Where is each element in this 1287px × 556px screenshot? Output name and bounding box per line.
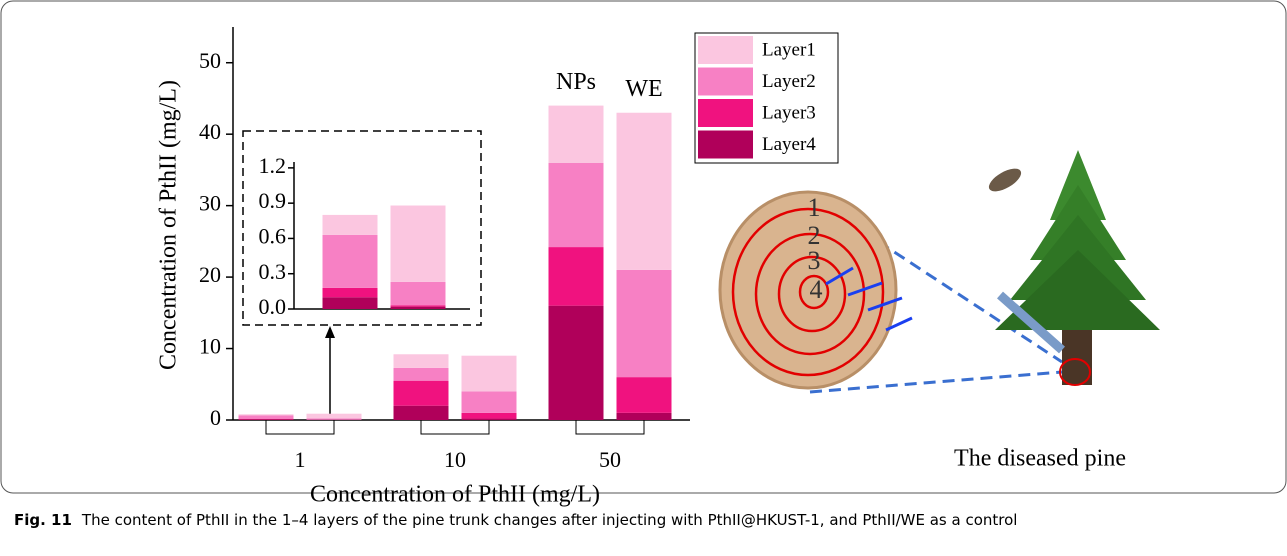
trunk-disc bbox=[718, 190, 898, 390]
inset-bar-segment bbox=[390, 305, 446, 307]
x-axis-label: Concentration of PthII (mg/L) bbox=[310, 482, 600, 508]
inset-bar-segment bbox=[322, 214, 378, 235]
ring bbox=[731, 207, 885, 377]
tree-illustration bbox=[988, 150, 1160, 386]
inset-frame bbox=[242, 130, 482, 326]
ring-label: 4 bbox=[810, 275, 823, 304]
ring-label: 1 bbox=[808, 193, 821, 222]
y-tick-label: 30 bbox=[199, 191, 221, 216]
bar-segment bbox=[393, 380, 449, 406]
figure-caption: Fig. 11 The content of PthII in the 1–4 l… bbox=[14, 511, 1017, 529]
inset-bar-segment bbox=[390, 281, 446, 306]
caption-text: The content of PthII in the 1–4 layers o… bbox=[81, 511, 1018, 529]
bar-segment bbox=[461, 355, 517, 392]
legend-label: Layer3 bbox=[762, 102, 816, 123]
bar-segment bbox=[461, 412, 517, 419]
zoom-line bbox=[809, 370, 1063, 394]
bar-segment bbox=[548, 105, 604, 163]
figure-frame bbox=[0, 0, 1287, 494]
trunk-illustration bbox=[718, 190, 1063, 394]
legend-swatch bbox=[698, 99, 753, 127]
bar-segment bbox=[393, 367, 449, 381]
bar-segment bbox=[306, 418, 362, 420]
legend-label: Layer2 bbox=[762, 71, 816, 92]
legend-swatch bbox=[698, 36, 753, 64]
bar-segment bbox=[616, 412, 672, 420]
inset-y-tick-label: 0.0 bbox=[259, 294, 287, 319]
ring bbox=[798, 274, 830, 310]
y-tick-label: 0 bbox=[210, 405, 221, 430]
bar-segment bbox=[461, 418, 517, 420]
y-tick-label: 20 bbox=[199, 262, 221, 287]
legend-swatch bbox=[698, 67, 753, 96]
syringe bbox=[997, 291, 1065, 354]
y-axis-label: Concentration of PthII (mg/L) bbox=[156, 80, 182, 370]
group-bracket bbox=[265, 420, 335, 435]
arrows bbox=[825, 266, 913, 332]
bar-segment bbox=[393, 354, 449, 368]
group-bracket bbox=[420, 420, 490, 435]
inset-y-tick-label: 0.3 bbox=[259, 259, 287, 284]
beetle bbox=[988, 168, 1022, 192]
inset-bar-segment bbox=[322, 287, 378, 298]
group-bracket bbox=[575, 420, 645, 435]
inset-arrow-head bbox=[325, 326, 335, 338]
inset-bar-segment bbox=[322, 234, 378, 288]
inset-bar-segment bbox=[322, 297, 378, 309]
bar-segment bbox=[616, 377, 672, 413]
bar-segment bbox=[238, 418, 294, 420]
bar-segment bbox=[548, 247, 604, 306]
x-tick-label: 10 bbox=[444, 447, 466, 472]
caption-label: Fig. 11 bbox=[14, 511, 72, 529]
bar-segment bbox=[306, 413, 362, 419]
ring bbox=[754, 232, 866, 356]
bar-segment bbox=[238, 414, 294, 416]
bar-segment bbox=[616, 269, 672, 378]
bar-segment bbox=[548, 305, 604, 420]
ring bbox=[777, 255, 847, 333]
legend-swatch bbox=[698, 130, 753, 159]
bar-segment bbox=[238, 419, 294, 420]
bar-segment bbox=[393, 405, 449, 420]
x-tick-label: 1 bbox=[295, 447, 306, 472]
inset-bar-segment bbox=[390, 205, 446, 282]
illustration-caption: The diseased pine bbox=[954, 446, 1126, 472]
bar-segment bbox=[461, 391, 517, 413]
bar-segment bbox=[548, 162, 604, 248]
injection-site bbox=[1059, 358, 1091, 386]
y-tick-label: 50 bbox=[199, 48, 221, 73]
legend-label: Layer1 bbox=[762, 39, 816, 60]
inset-y-tick-label: 0.6 bbox=[259, 223, 287, 248]
y-tick-label: 40 bbox=[199, 119, 221, 144]
bar-segment bbox=[238, 415, 294, 419]
y-tick-label: 10 bbox=[199, 334, 221, 359]
bar-segment bbox=[616, 112, 672, 270]
x-tick-label: 50 bbox=[599, 447, 621, 472]
inset-y-tick-label: 1.2 bbox=[259, 153, 287, 178]
inset-bar-segment bbox=[390, 306, 446, 309]
bar-group-label: WE bbox=[625, 76, 662, 102]
bar-group-label: NPs bbox=[556, 69, 596, 95]
legend-label: Layer4 bbox=[762, 134, 816, 155]
ring-label: 3 bbox=[808, 246, 821, 275]
inset-y-tick-label: 0.9 bbox=[259, 188, 287, 213]
ring-label: 2 bbox=[808, 221, 821, 250]
